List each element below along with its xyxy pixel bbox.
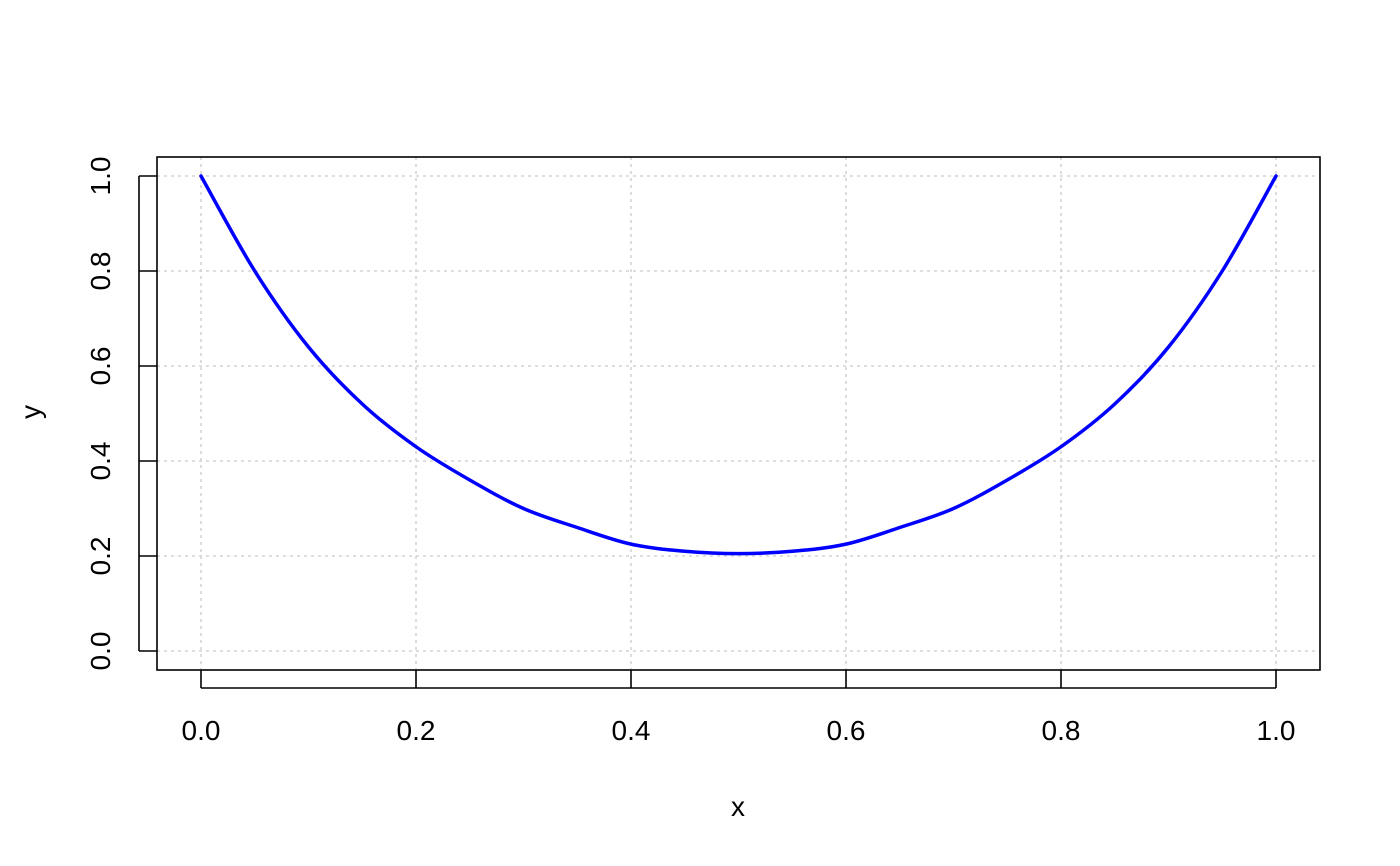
x-tick-label: 1.0 bbox=[1257, 715, 1296, 746]
y-axis: 0.0 0.2 0.4 0.6 0.8 1.0 bbox=[85, 157, 157, 671]
series-layer bbox=[199, 174, 1278, 556]
grid bbox=[157, 157, 1320, 670]
y-tick-label: 0.2 bbox=[85, 537, 116, 576]
y-tick-label: 0.8 bbox=[85, 252, 116, 291]
x-axis-title: x bbox=[731, 791, 745, 822]
series-line bbox=[199, 174, 1278, 556]
plot-area-border bbox=[156, 156, 1321, 671]
x-tick-label: 0.8 bbox=[1042, 715, 1081, 746]
y-tick-label: 0.0 bbox=[85, 632, 116, 671]
x-axis: 0.0 0.2 0.4 0.6 0.8 1.0 bbox=[182, 670, 1296, 746]
x-tick-label: 0.4 bbox=[612, 715, 651, 746]
y-tick-label: 1.0 bbox=[85, 157, 116, 196]
y-tick-label: 0.4 bbox=[85, 442, 116, 481]
x-tick-label: 0.6 bbox=[827, 715, 866, 746]
y-axis-title: y bbox=[15, 405, 46, 419]
x-tick-label: 0.2 bbox=[397, 715, 436, 746]
y-tick-label: 0.6 bbox=[85, 347, 116, 386]
x-tick-label: 0.0 bbox=[182, 715, 221, 746]
